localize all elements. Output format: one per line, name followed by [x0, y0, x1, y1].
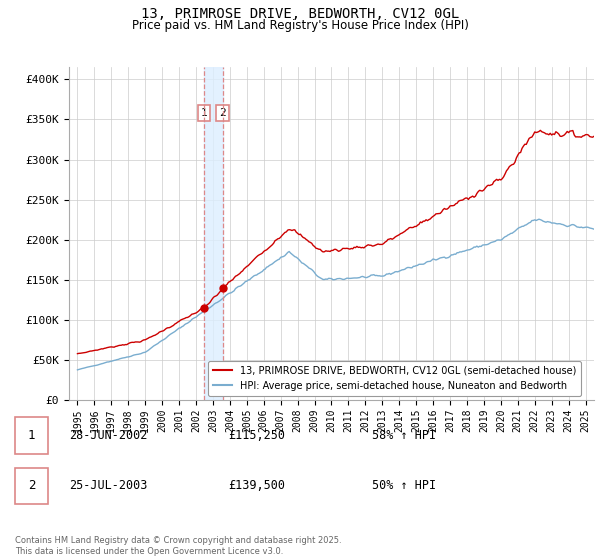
- Text: 50% ↑ HPI: 50% ↑ HPI: [372, 479, 436, 492]
- Text: £139,500: £139,500: [228, 479, 285, 492]
- Bar: [205, 67, 223, 400]
- Legend: 13, PRIMROSE DRIVE, BEDWORTH, CV12 0GL (semi-detached house), HPI: Average price: 13, PRIMROSE DRIVE, BEDWORTH, CV12 0GL (…: [208, 361, 581, 395]
- Text: 28-JUN-2002: 28-JUN-2002: [69, 429, 148, 442]
- Text: 1: 1: [201, 108, 208, 118]
- Text: 58% ↑ HPI: 58% ↑ HPI: [372, 429, 436, 442]
- Text: £115,250: £115,250: [228, 429, 285, 442]
- Text: Contains HM Land Registry data © Crown copyright and database right 2025.
This d: Contains HM Land Registry data © Crown c…: [15, 536, 341, 556]
- Text: 13, PRIMROSE DRIVE, BEDWORTH, CV12 0GL: 13, PRIMROSE DRIVE, BEDWORTH, CV12 0GL: [141, 7, 459, 21]
- Text: 2: 2: [28, 479, 35, 492]
- Text: 2: 2: [219, 108, 226, 118]
- Text: 1: 1: [28, 429, 35, 442]
- Text: 25-JUL-2003: 25-JUL-2003: [69, 479, 148, 492]
- Text: Price paid vs. HM Land Registry's House Price Index (HPI): Price paid vs. HM Land Registry's House …: [131, 19, 469, 32]
